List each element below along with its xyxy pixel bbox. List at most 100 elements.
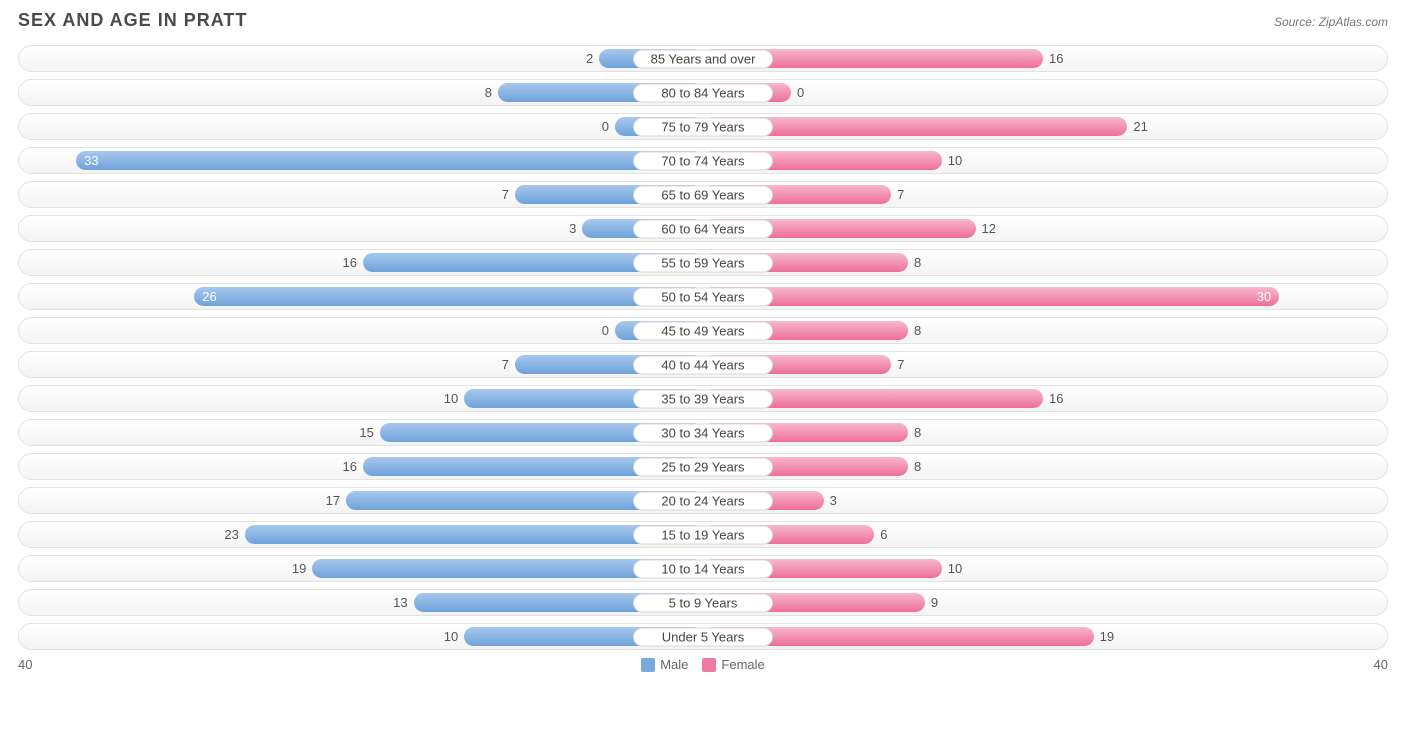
age-category-pill: 70 to 74 Years [633, 151, 773, 170]
male-half: 7 [29, 185, 703, 204]
pyramid-row: 17320 to 24 Years [18, 487, 1388, 514]
legend-item-male: Male [641, 657, 688, 672]
female-half: 30 [703, 287, 1377, 306]
age-category-pill: 45 to 49 Years [633, 321, 773, 340]
female-value: 10 [942, 153, 968, 168]
male-value: 16 [337, 255, 363, 270]
female-half: 16 [703, 389, 1377, 408]
male-half: 0 [29, 321, 703, 340]
male-value: 13 [387, 595, 413, 610]
age-category-pill: 5 to 9 Years [633, 593, 773, 612]
legend-label-female: Female [721, 657, 764, 672]
chart-footer: 40 Male Female 40 [18, 657, 1388, 672]
age-category-pill: 10 to 14 Years [633, 559, 773, 578]
male-value: 17 [320, 493, 346, 508]
male-value: 33 [84, 153, 98, 168]
male-value: 0 [596, 119, 615, 134]
male-value: 2 [580, 51, 599, 66]
male-value: 19 [286, 561, 312, 576]
pyramid-row: 33 10 70 to 74 Years [18, 147, 1388, 174]
pyramid-row: 8 0 80 to 84 Years [18, 79, 1388, 106]
male-half: 17 [29, 491, 703, 510]
male-half: 19 [29, 559, 703, 578]
chart-source: Source: ZipAtlas.com [1274, 15, 1388, 29]
female-bar: 30 [703, 287, 1279, 306]
age-category-pill: 75 to 79 Years [633, 117, 773, 136]
age-category-pill: 80 to 84 Years [633, 83, 773, 102]
age-category-pill: 65 to 69 Years [633, 185, 773, 204]
age-category-pill: 85 Years and over [633, 49, 773, 68]
female-value: 3 [824, 493, 843, 508]
age-category-pill: 55 to 59 Years [633, 253, 773, 272]
male-half: 16 [29, 253, 703, 272]
male-value: 26 [202, 289, 216, 304]
male-value: 16 [337, 459, 363, 474]
female-half: 8 [703, 423, 1377, 442]
pyramid-row: 23 6 15 to 19 Years [18, 521, 1388, 548]
pyramid-row: 16 8 55 to 59 Years [18, 249, 1388, 276]
pyramid-row: 31260 to 64 Years [18, 215, 1388, 242]
male-value: 8 [479, 85, 498, 100]
legend-label-male: Male [660, 657, 688, 672]
male-half: 23 [29, 525, 703, 544]
male-half: 33 [29, 151, 703, 170]
female-half: 3 [703, 491, 1377, 510]
female-half: 7 [703, 185, 1377, 204]
male-value: 10 [438, 629, 464, 644]
age-category-pill: 60 to 64 Years [633, 219, 773, 238]
chart-header: SEX AND AGE IN PRATT Source: ZipAtlas.co… [18, 10, 1388, 31]
male-half: 26 [29, 287, 703, 306]
pyramid-row: 2 16 85 Years and over [18, 45, 1388, 72]
female-value: 10 [942, 561, 968, 576]
female-value: 6 [874, 527, 893, 542]
male-half: 16 [29, 457, 703, 476]
age-category-pill: 15 to 19 Years [633, 525, 773, 544]
age-category-pill: 50 to 54 Years [633, 287, 773, 306]
female-value: 0 [791, 85, 810, 100]
male-half: 0 [29, 117, 703, 136]
legend: Male Female [641, 657, 765, 672]
axis-left-max: 40 [18, 657, 32, 672]
legend-item-female: Female [702, 657, 764, 672]
age-category-pill: 30 to 34 Years [633, 423, 773, 442]
pyramid-row: 7765 to 69 Years [18, 181, 1388, 208]
female-half: 16 [703, 49, 1377, 68]
female-half: 21 [703, 117, 1377, 136]
female-value: 7 [891, 357, 910, 372]
legend-swatch-female [702, 658, 716, 672]
pyramid-row: 0 2175 to 79 Years [18, 113, 1388, 140]
male-value: 23 [218, 527, 244, 542]
female-value: 8 [908, 255, 927, 270]
age-category-pill: 25 to 29 Years [633, 457, 773, 476]
female-half: 6 [703, 525, 1377, 544]
female-value: 8 [908, 323, 927, 338]
female-half: 10 [703, 151, 1377, 170]
female-half: 8 [703, 457, 1377, 476]
population-pyramid: 21685 Years and over8080 to 84 Years0217… [18, 45, 1388, 650]
female-value: 19 [1094, 629, 1120, 644]
female-half: 19 [703, 627, 1377, 646]
female-value: 16 [1043, 51, 1069, 66]
axis-right-max: 40 [1374, 657, 1388, 672]
female-value: 16 [1043, 391, 1069, 406]
male-half: 10 [29, 627, 703, 646]
female-half: 10 [703, 559, 1377, 578]
female-half: 0 [703, 83, 1377, 102]
female-value: 8 [908, 459, 927, 474]
pyramid-row: 15 8 30 to 34 Years [18, 419, 1388, 446]
pyramid-row: 26 3050 to 54 Years [18, 283, 1388, 310]
male-value: 15 [353, 425, 379, 440]
age-category-pill: 35 to 39 Years [633, 389, 773, 408]
pyramid-row: 7740 to 44 Years [18, 351, 1388, 378]
male-value: 10 [438, 391, 464, 406]
pyramid-row: 16 8 25 to 29 Years [18, 453, 1388, 480]
age-category-pill: 40 to 44 Years [633, 355, 773, 374]
male-value: 3 [563, 221, 582, 236]
female-half: 8 [703, 253, 1377, 272]
female-value: 8 [908, 425, 927, 440]
pyramid-row: 1019Under 5 Years [18, 623, 1388, 650]
male-value: 0 [596, 323, 615, 338]
chart-title: SEX AND AGE IN PRATT [18, 10, 247, 31]
male-half: 15 [29, 423, 703, 442]
pyramid-row: 10 16 35 to 39 Years [18, 385, 1388, 412]
